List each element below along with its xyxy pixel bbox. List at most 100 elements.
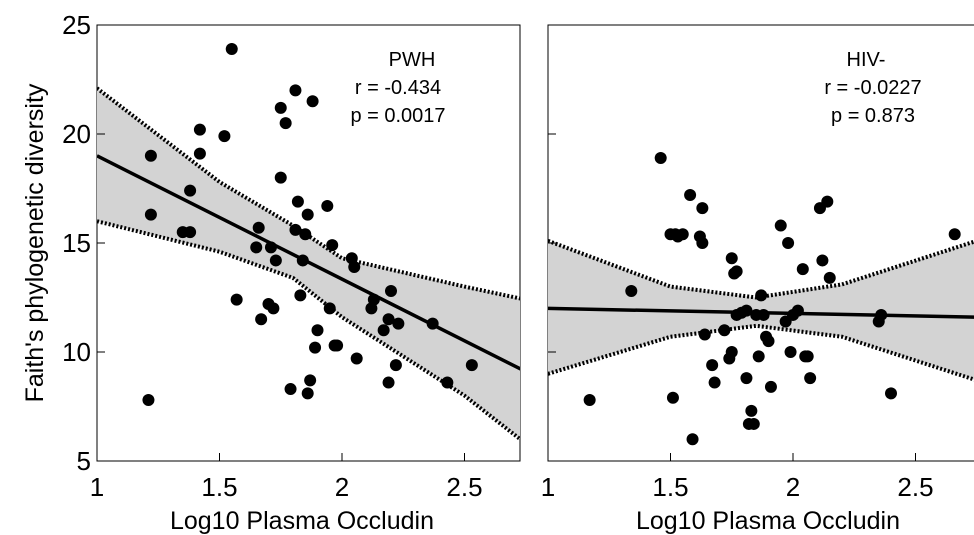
data-point [294,289,307,302]
data-point [267,302,280,315]
data-point [821,195,834,208]
data-point [441,376,454,389]
data-point [706,359,719,372]
data-point [377,324,390,337]
data-point [666,391,679,404]
data-point [465,359,478,372]
data-point [816,254,829,267]
data-point [193,123,206,136]
data-point [193,147,206,160]
x-axis-title: Log10 Plasma Occludin [636,507,900,535]
x-axis-title: Log10 Plasma Occludin [170,507,434,535]
data-point [279,117,292,130]
x-tick-label: 2 [335,472,349,502]
data-point [730,265,743,278]
x-tick-label: 1.5 [201,472,237,502]
data-point [311,324,324,337]
data-point [331,339,344,352]
y-tick-label: 15 [62,228,91,258]
x-tick-label: 2.5 [897,472,933,502]
confidence-band-upper [97,86,520,301]
annotation-r-value: r = -0.434 [355,77,441,99]
data-point [696,202,709,215]
data-point [654,151,667,164]
data-point [144,208,157,221]
data-point [686,433,699,446]
chart-panel-pwh: 1 1.5 2 2.5 5 10 15 20 25 PWH r = -0.434 p = 0.… [21,10,521,535]
data-point [301,387,314,400]
data-point [269,254,282,267]
confidence-band-lower [548,323,974,382]
data-point [392,317,405,330]
scatter-points [583,151,961,446]
x-tick-label: 1 [541,472,555,502]
data-point [583,393,596,406]
data-point [323,302,336,315]
y-axis-title: Faith's phylogenetic diversity [21,83,49,402]
data-point [284,383,297,396]
data-point [676,228,689,241]
data-point [740,304,753,317]
data-point [304,374,317,387]
data-point [264,241,277,254]
data-point [784,346,797,358]
data-point [184,226,197,239]
data-point [367,293,380,306]
data-point [747,417,760,430]
data-point [708,376,721,389]
data-point [698,328,711,341]
annotation-label: PWH [389,49,436,71]
data-point [725,346,738,358]
x-axis-ticks: 1 1.5 2 2.5 [90,453,483,502]
data-point [382,376,395,389]
data-point [696,237,709,249]
y-tick-label: 25 [62,10,91,40]
data-point [762,335,775,348]
y-tick-label: 20 [62,119,91,149]
annotation-r-value: r = -0.0227 [824,77,921,99]
data-point [804,372,817,385]
x-tick-label: 1.5 [652,472,688,502]
data-point [274,171,287,184]
data-point [309,341,322,354]
data-point [274,101,287,114]
data-point [774,219,787,232]
data-point [755,289,768,302]
data-point [142,393,155,406]
data-point [301,208,314,221]
data-point [230,293,243,306]
y-axis-ticks: 5 10 15 20 25 [62,10,105,476]
data-point [184,184,197,197]
data-point [791,304,804,317]
x-axis-ticks: 1 1.5 2 2.5 [541,453,934,502]
scatter-points [142,42,478,406]
data-point [796,263,809,276]
data-point [740,372,753,385]
data-point [823,271,836,284]
data-point [289,84,302,97]
data-point [764,380,777,393]
confidence-band-lower [97,219,520,442]
data-point [782,237,795,249]
chart-panel-hiv-negative: 1 1.5 2 2.5 HIV- r = -0.0227 p = 0.873 Log1… [541,24,974,535]
data-point [225,42,238,55]
regression-line [97,154,520,371]
data-point [745,404,758,417]
data-point [875,308,888,321]
data-point [625,284,638,297]
data-point [321,199,334,212]
data-point [752,350,765,363]
data-point [144,149,157,162]
plot-frame [547,24,974,462]
data-point [757,308,770,321]
data-point [326,239,339,252]
data-point [389,359,402,372]
x-tick-label: 2 [786,472,800,502]
data-point [218,130,231,143]
data-point [385,284,397,297]
data-point [255,313,268,326]
data-point [291,195,304,208]
regression-line-path [97,154,520,371]
data-point [348,260,361,273]
